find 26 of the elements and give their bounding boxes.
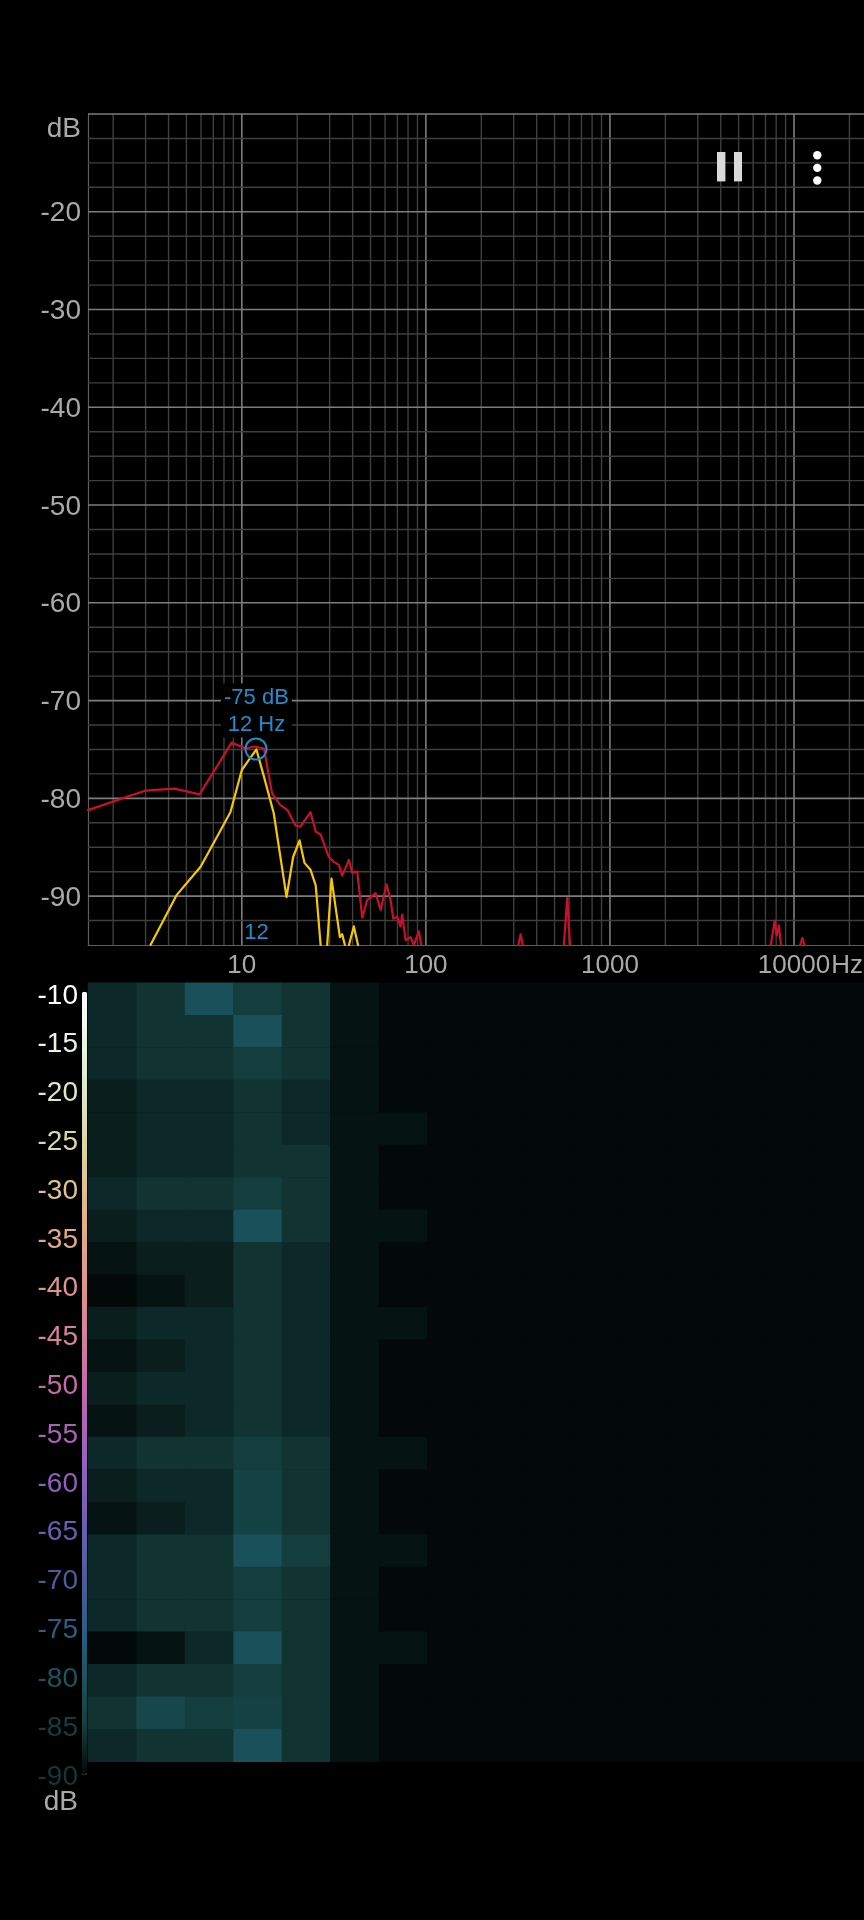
x-tick-label: 10000: [757, 949, 831, 979]
x-tick-label: 100: [404, 949, 448, 979]
y-tick-label: -80: [40, 782, 81, 814]
y-tick-label: -40: [40, 391, 81, 423]
x-axis-title: Hz: [831, 949, 863, 979]
y-tick-label: -70: [40, 685, 81, 717]
y-axis-title: dB: [46, 111, 81, 143]
y-tick-label: -60: [40, 587, 81, 619]
color-bar-label: -75: [37, 1613, 78, 1645]
x-tick-label: 1000: [581, 949, 639, 979]
color-bar-title: dB: [43, 1784, 78, 1816]
annotation: -75 dB 12 Hz: [223, 684, 289, 737]
color-bar-label: -10: [37, 978, 78, 1010]
x-tick-label: 10: [227, 949, 257, 979]
color-bar-label: -65: [37, 1515, 78, 1547]
color-bar-label: -25: [37, 1124, 78, 1156]
color-bar-label: -45: [37, 1320, 78, 1352]
color-bar-label: -85: [37, 1710, 78, 1742]
annotation: 12: [244, 918, 269, 944]
y-tick-label: -20: [40, 196, 81, 228]
y-tick-label: -50: [40, 489, 81, 521]
y-tick-label: -30: [40, 294, 81, 326]
y-tick-label: -90: [40, 880, 81, 912]
color-bar-label: -55: [37, 1417, 78, 1449]
color-bar-label: -35: [37, 1222, 78, 1254]
color-bar-label: -15: [37, 1027, 78, 1059]
